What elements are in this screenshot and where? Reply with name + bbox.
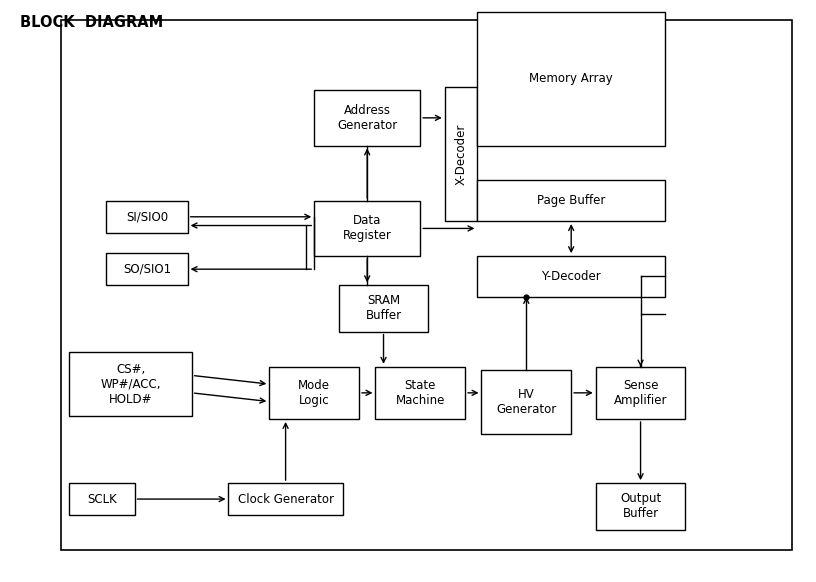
Bar [477,180,665,221]
Text: HV
Generator: HV Generator [496,388,557,416]
Text: SCLK: SCLK [87,492,117,506]
Text: BLOCK  DIAGRAM: BLOCK DIAGRAM [20,15,164,30]
Bar [69,483,135,515]
Bar [106,201,188,233]
Text: Clock Generator: Clock Generator [237,492,334,506]
Bar [477,256,665,297]
Text: Page Buffer: Page Buffer [537,194,605,207]
Bar [228,483,343,515]
Bar [596,483,685,530]
Bar [106,253,188,285]
Text: SRAM
Buffer: SRAM Buffer [366,294,401,322]
Text: Address
Generator: Address Generator [337,104,397,132]
Text: Y-Decoder: Y-Decoder [541,270,601,283]
Bar [269,367,359,419]
Text: Memory Array: Memory Array [530,72,613,85]
Bar [314,90,420,146]
Bar [596,367,685,419]
Bar [481,370,571,434]
Bar [69,352,192,416]
Bar [445,87,477,221]
Text: Mode
Logic: Mode Logic [298,379,330,407]
Text: Output
Buffer: Output Buffer [620,492,661,520]
Text: Sense
Amplifier: Sense Amplifier [614,379,667,407]
Bar [61,20,792,550]
Bar [314,201,420,256]
Text: SO/SIO1: SO/SIO1 [123,262,171,276]
Bar [477,12,665,146]
Text: Data
Register: Data Register [343,214,392,243]
Text: CS#,
WP#/ACC,
HOLD#: CS#, WP#/ACC, HOLD# [100,363,161,406]
Bar [339,285,428,332]
Bar [375,367,465,419]
Text: X-Decoder: X-Decoder [455,123,468,185]
Text: SI/SIO0: SI/SIO0 [126,210,168,223]
Text: State
Machine: State Machine [396,379,445,407]
